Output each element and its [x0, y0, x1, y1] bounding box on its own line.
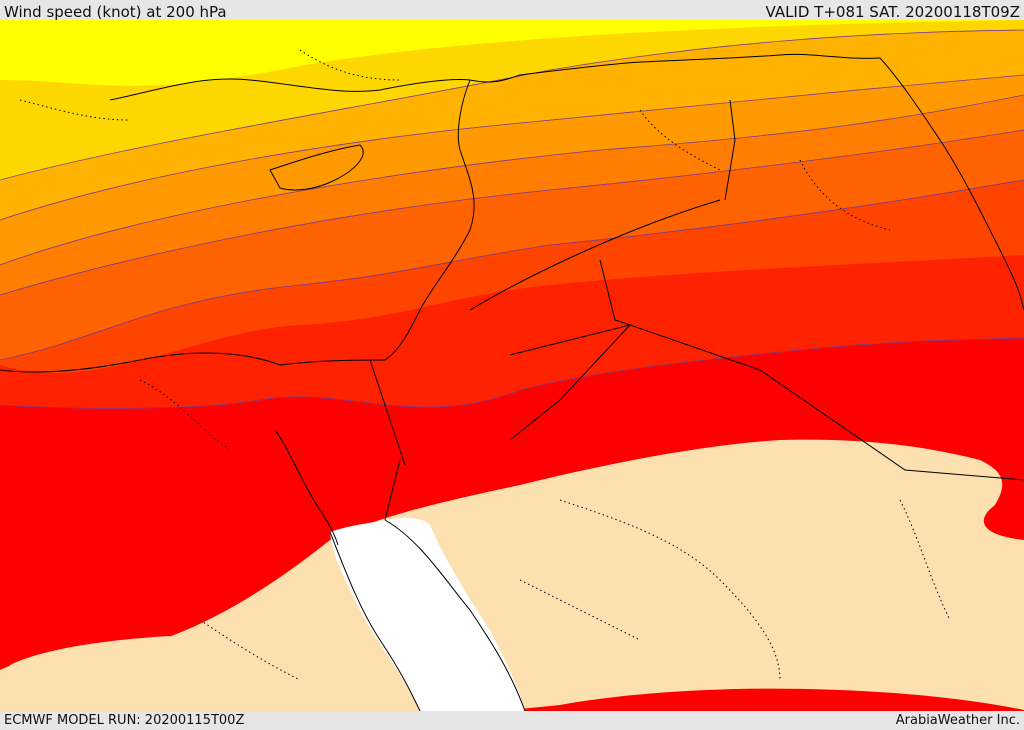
isotach-contour	[0, 129, 1024, 296]
model-run: ECMWF MODEL RUN: 20200115T00Z	[4, 713, 245, 728]
wind-speed-map	[0, 20, 1024, 711]
calm-area-southwest	[10, 636, 170, 700]
border-iraq-saudi	[599, 259, 1024, 481]
calm-area-arabia	[0, 439, 1024, 711]
isotach-contour	[0, 29, 1024, 181]
footer-bar	[0, 711, 1024, 729]
coastline-persian-gulf	[879, 57, 1024, 311]
map-title: Wind speed (knot) at 200 hPa	[4, 3, 227, 21]
coastline-turkey	[109, 53, 881, 101]
isotach-contour	[0, 74, 1024, 221]
valid-time: VALID T+081 SAT. 20200118T09Z	[765, 3, 1020, 21]
coastline-red-sea-east	[384, 519, 526, 711]
credit: ArabiaWeather Inc.	[895, 713, 1020, 728]
coastline-levant	[384, 79, 475, 361]
isotach-contour	[0, 179, 1024, 361]
admin-boundary	[899, 499, 951, 621]
map-canvas	[0, 20, 1024, 711]
border-iran-iraq	[724, 99, 736, 201]
admin-boundary	[139, 379, 231, 451]
red-sea	[330, 517, 525, 711]
coastline-aqaba	[384, 459, 401, 521]
admin-boundary	[559, 499, 781, 681]
header-bar	[0, 0, 1024, 20]
admin-boundary	[199, 619, 301, 681]
coastline-egypt	[0, 352, 386, 373]
admin-boundary	[639, 109, 721, 171]
isotach-contour	[0, 94, 1024, 266]
isotach-contour	[0, 337, 1024, 409]
coastline-sinai-gulf	[274, 429, 339, 546]
border-egypt-sudan	[509, 324, 632, 441]
coastline-red-sea-west	[329, 531, 421, 711]
admin-boundary	[799, 159, 891, 231]
border-israel-egypt	[369, 359, 406, 466]
coastline-cyprus	[269, 144, 364, 191]
admin-boundary	[19, 99, 131, 121]
border-jordan-saudi	[469, 199, 721, 311]
admin-boundary	[519, 579, 641, 641]
